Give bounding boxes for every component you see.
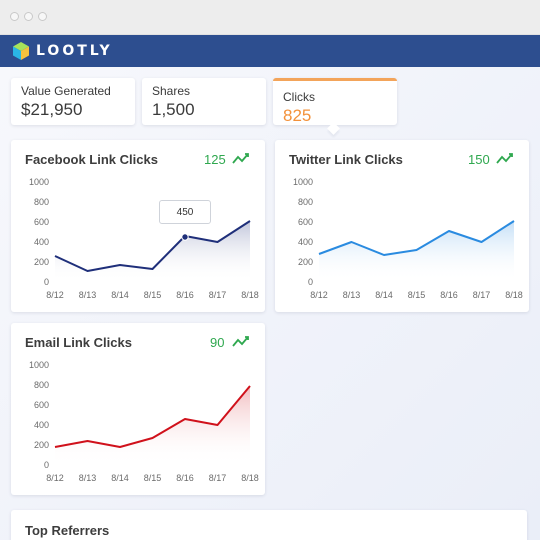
window-close-dot[interactable] [10, 12, 19, 21]
trend-up-icon [232, 153, 249, 164]
stat-label: Shares [152, 84, 191, 98]
x-tick-label: 8/16 [176, 473, 194, 483]
stat-label: Clicks [283, 90, 315, 104]
stat-card-clicks[interactable]: Clicks 825 [273, 78, 397, 125]
x-tick-label: 8/14 [111, 473, 129, 483]
y-tick-label: 800 [298, 197, 313, 207]
x-tick-label: 8/17 [209, 473, 227, 483]
y-tick-label: 400 [298, 237, 313, 247]
twitter-area-fill [319, 221, 514, 282]
y-tick-label: 400 [34, 420, 49, 430]
x-tick-label: 8/18 [505, 290, 523, 300]
twitter-clicks-chart: 0 200 400 600 800 1000 8/12 8/13 8/14 8/15 8/16 8/1… [293, 177, 523, 300]
x-tick-label: 8/12 [310, 290, 328, 300]
email-series-line [54, 385, 251, 448]
y-tick-label: 800 [34, 380, 49, 390]
card-title: Twitter Link Clicks [289, 152, 403, 167]
facebook-series-line [54, 220, 251, 272]
card-count: 125 [204, 152, 226, 167]
x-tick-label: 8/17 [209, 290, 227, 300]
x-tick-label: 8/15 [144, 290, 162, 300]
y-tick-label: 400 [34, 237, 49, 247]
y-tick-label: 600 [298, 217, 313, 227]
brand-name[interactable]: LOOTLY [36, 43, 113, 59]
x-tick-label: 8/13 [343, 290, 361, 300]
chart-tooltip: 450 [159, 200, 211, 224]
x-tick-label: 8/16 [176, 290, 194, 300]
x-tick-label: 8/18 [241, 290, 259, 300]
facebook-clicks-card: Facebook Link Clicks 125 0 200 400 600 800 10… [11, 140, 265, 312]
y-tick-label: 800 [34, 197, 49, 207]
y-tick-label: 200 [298, 257, 313, 267]
lootly-logo-icon [13, 42, 29, 60]
window-zoom-dot[interactable] [38, 12, 47, 21]
email-clicks-card: Email Link Clicks 90 0 200 400 600 800 1000 8/… [11, 323, 265, 495]
x-tick-label: 8/14 [375, 290, 393, 300]
highlighted-point[interactable] [181, 233, 189, 241]
card-title: Facebook Link Clicks [25, 152, 158, 167]
stat-card-value-generated[interactable]: Value Generated $21,950 [11, 78, 135, 125]
y-tick-label: 600 [34, 217, 49, 227]
y-tick-label: 1000 [293, 177, 313, 187]
y-tick-label: 600 [34, 400, 49, 410]
twitter-clicks-card: Twitter Link Clicks 150 0 200 400 600 800 100… [275, 140, 529, 312]
y-tick-label: 0 [308, 277, 313, 287]
x-tick-label: 8/18 [241, 473, 259, 483]
card-title: Email Link Clicks [25, 335, 132, 350]
y-tick-label: 1000 [29, 360, 49, 370]
x-tick-label: 8/13 [79, 473, 97, 483]
facebook-area-fill [55, 221, 250, 282]
top-referrers-card: Top Referrers [11, 510, 527, 540]
x-tick-label: 8/12 [46, 473, 64, 483]
trend-up-icon [232, 336, 249, 347]
x-tick-label: 8/13 [79, 290, 97, 300]
stat-value: $21,950 [21, 100, 83, 119]
trend-up-icon [496, 153, 513, 164]
y-tick-label: 0 [44, 460, 49, 470]
twitter-series-line [318, 220, 515, 256]
y-tick-label: 200 [34, 257, 49, 267]
window-titlebar [0, 0, 540, 35]
card-count: 150 [468, 152, 490, 167]
y-tick-label: 1000 [29, 177, 49, 187]
facebook-clicks-chart: 0 200 400 600 800 1000 8/12 8/13 8/14 8/15 8/16 8/1… [29, 177, 259, 300]
x-tick-label: 8/17 [473, 290, 491, 300]
email-area-fill [55, 386, 250, 465]
email-clicks-chart: 0 200 400 600 800 1000 8/12 8/13 8/14 8/15 8/16 8/1… [29, 360, 259, 483]
x-tick-label: 8/16 [440, 290, 458, 300]
window-minimize-dot[interactable] [24, 12, 33, 21]
stat-label: Value Generated [21, 84, 111, 98]
stat-value: 825 [283, 106, 312, 125]
x-tick-label: 8/14 [111, 290, 129, 300]
stat-value: 1,500 [152, 100, 195, 119]
x-tick-label: 8/12 [46, 290, 64, 300]
y-tick-label: 200 [34, 440, 49, 450]
x-tick-label: 8/15 [408, 290, 426, 300]
card-count: 90 [210, 335, 225, 350]
x-tick-label: 8/15 [144, 473, 162, 483]
card-title: Top Referrers [25, 523, 110, 538]
app-header: LOOTLY [0, 35, 540, 67]
y-tick-label: 0 [44, 277, 49, 287]
stat-card-shares[interactable]: Shares 1,500 [142, 78, 266, 125]
